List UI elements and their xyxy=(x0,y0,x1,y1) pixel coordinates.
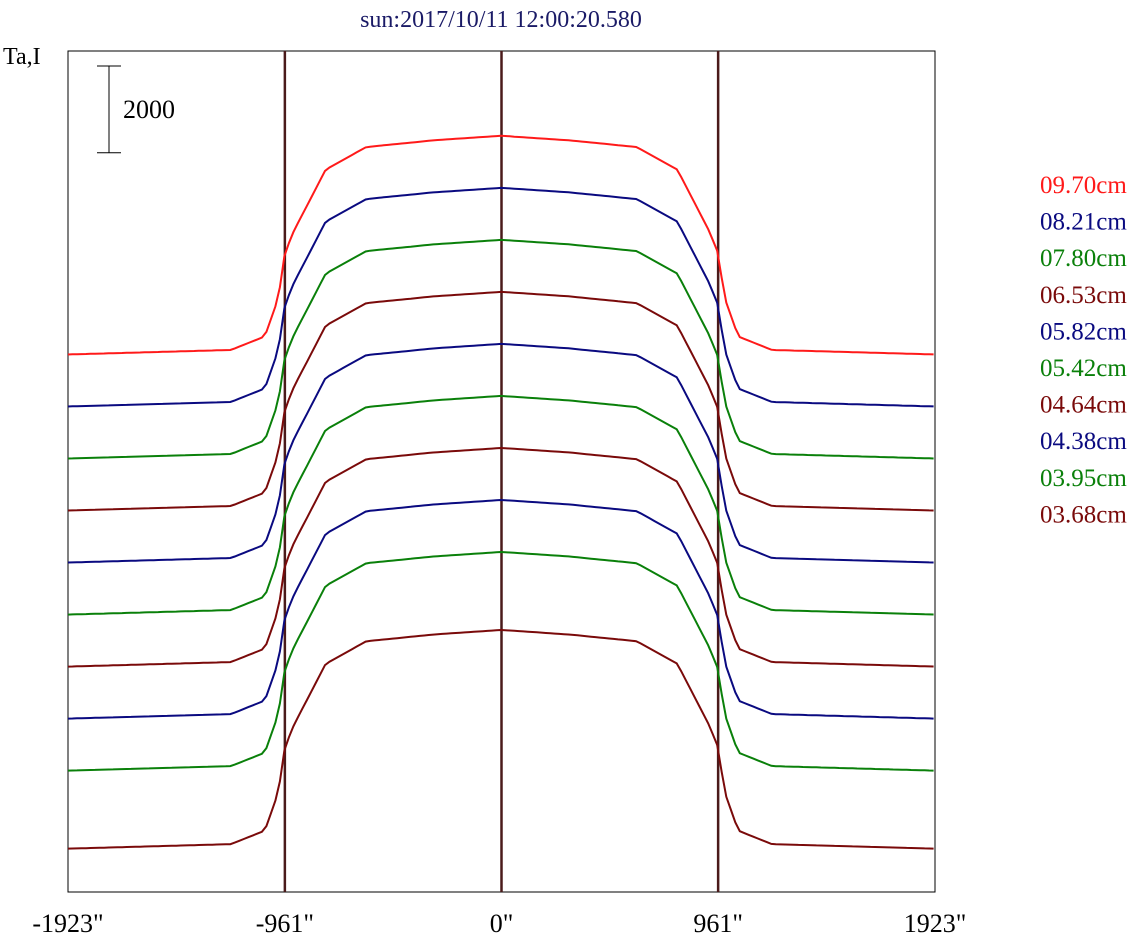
legend-entry-3: 06.53cm xyxy=(1040,282,1127,309)
series-line-05.42cm xyxy=(67,394,934,616)
series-line-09.70cm xyxy=(67,134,934,356)
series-line-07.80cm xyxy=(67,238,934,460)
x-tick-label-0: -1923" xyxy=(32,909,103,938)
scale-bar-label: 2000 xyxy=(123,95,175,124)
legend-entry-9: 03.68cm xyxy=(1040,501,1127,528)
x-tick-label-3: 961" xyxy=(693,909,743,938)
series-lines xyxy=(67,134,934,850)
legend-entry-5: 05.42cm xyxy=(1040,355,1127,382)
x-tick-label-4: 1923" xyxy=(904,909,967,938)
legend-entry-4: 05.82cm xyxy=(1040,318,1127,345)
chart-title: sun:2017/10/11 12:00:20.580 xyxy=(360,7,642,33)
x-tick-label-1: -961" xyxy=(256,909,314,938)
legend-entry-1: 08.21cm xyxy=(1040,209,1127,236)
vertical-markers xyxy=(283,51,720,892)
legend-entry-6: 04.64cm xyxy=(1040,392,1127,419)
scale-bar: 2000 xyxy=(97,65,175,154)
y-axis-label: Ta,I xyxy=(3,44,41,70)
series-line-08.21cm xyxy=(67,186,934,408)
legend: 09.70cm 08.21cm 07.80cm 06.53cm 05.82cm 05.42… xyxy=(1040,172,1127,528)
series-line-03.95cm xyxy=(67,550,934,772)
legend-entry-2: 07.80cm xyxy=(1040,245,1127,272)
legend-entry-0: 09.70cm xyxy=(1040,172,1127,199)
series-line-05.82cm xyxy=(67,342,934,564)
series-line-03.68cm xyxy=(67,628,934,850)
series-line-04.64cm xyxy=(67,446,934,668)
x-tick-label-2: 0" xyxy=(490,909,514,938)
x-tick-labels: -1923" -961" 0" 961" 1923" xyxy=(32,909,966,938)
series-line-04.38cm xyxy=(67,498,934,720)
legend-entry-7: 04.38cm xyxy=(1040,428,1127,455)
series-line-06.53cm xyxy=(67,290,934,512)
legend-entry-8: 03.95cm xyxy=(1040,465,1127,492)
